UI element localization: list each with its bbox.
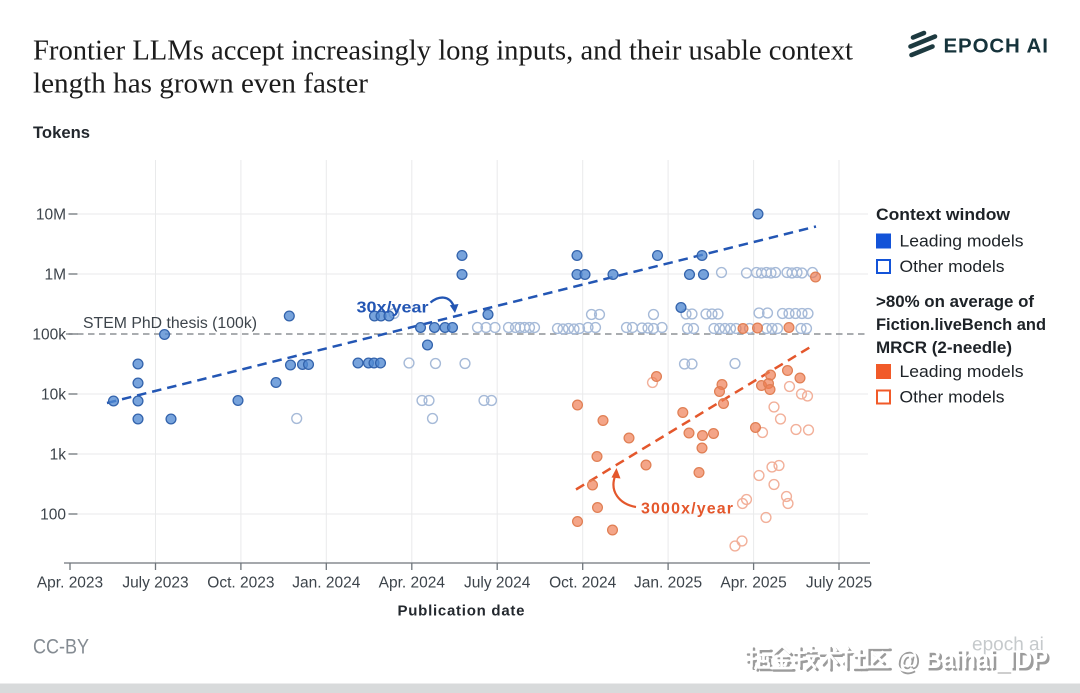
- svg-text:Context window: Context window: [876, 205, 1011, 224]
- svg-text:Oct. 2024: Oct. 2024: [549, 575, 617, 592]
- svg-text:10k: 10k: [41, 387, 66, 404]
- svg-text:Tokens: Tokens: [33, 123, 90, 142]
- svg-text:@ Baihai_IDP: @ Baihai_IDP: [897, 648, 1050, 676]
- svg-text:1k: 1k: [50, 447, 67, 464]
- svg-text:1M: 1M: [44, 267, 66, 284]
- svg-text:@ Baihai_IDP: @ Baihai_IDP: [895, 646, 1048, 674]
- svg-text:30x/year: 30x/year: [357, 300, 429, 317]
- svg-text:Other models: Other models: [900, 257, 1005, 276]
- svg-text:EPOCH AI: EPOCH AI: [944, 35, 1049, 58]
- svg-text:MRCR (2-needle): MRCR (2-needle): [876, 339, 1012, 357]
- svg-text:Apr. 2025: Apr. 2025: [720, 575, 786, 592]
- svg-text:10M: 10M: [36, 207, 66, 224]
- svg-text:3000x/year: 3000x/year: [641, 501, 733, 518]
- svg-text:Jan. 2025: Jan. 2025: [634, 575, 702, 592]
- svg-text:CC-BY: CC-BY: [33, 636, 89, 659]
- svg-text:Apr. 2023: Apr. 2023: [37, 575, 103, 592]
- svg-text:>80% on average of: >80% on average of: [876, 293, 1035, 311]
- svg-text:100k: 100k: [32, 327, 66, 344]
- svg-text:Leading models: Leading models: [900, 362, 1024, 381]
- svg-text:July 2025: July 2025: [806, 575, 872, 592]
- svg-text:Other models: Other models: [900, 388, 1005, 407]
- svg-text:Jan. 2024: Jan. 2024: [292, 575, 360, 592]
- svg-text:Frontier LLMs accept increasin: Frontier LLMs accept increasingly long i…: [33, 35, 853, 67]
- svg-text:Publication date: Publication date: [398, 603, 525, 620]
- svg-text:Apr. 2024: Apr. 2024: [379, 575, 446, 592]
- svg-text:Fiction.liveBench and: Fiction.liveBench and: [876, 316, 1046, 334]
- svg-text:100: 100: [40, 507, 66, 524]
- svg-text:STEM PhD thesis (100k): STEM PhD thesis (100k): [83, 315, 257, 332]
- svg-text:Leading models: Leading models: [900, 232, 1024, 251]
- svg-text:July 2023: July 2023: [122, 575, 188, 592]
- svg-text:July 2024: July 2024: [464, 575, 531, 592]
- svg-text:length has grown even faster: length has grown even faster: [33, 68, 368, 100]
- svg-text:Oct. 2023: Oct. 2023: [207, 575, 274, 592]
- svg-text:epoch ai: epoch ai: [972, 635, 1044, 656]
